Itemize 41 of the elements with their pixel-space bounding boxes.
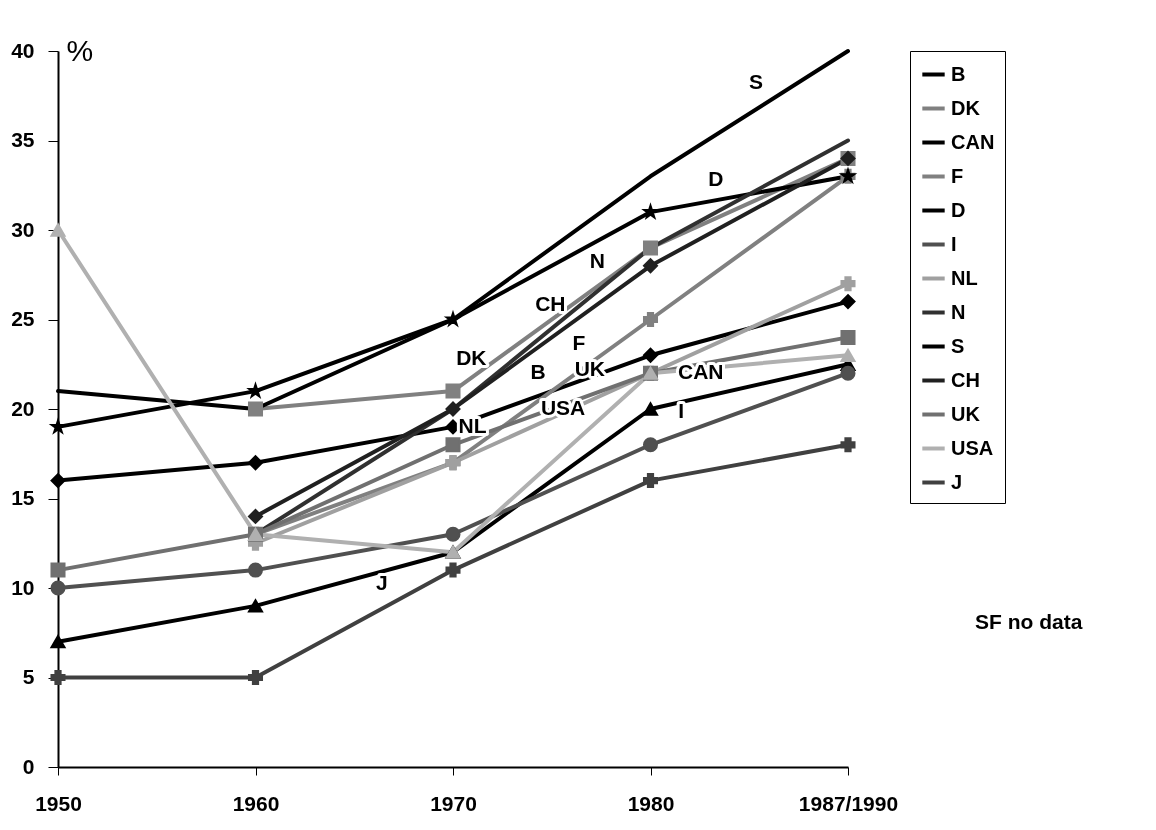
legend-label: DK [951, 96, 981, 119]
y-axis-title: % [66, 33, 94, 67]
x-tick-label: 1980 [627, 791, 675, 815]
y-tick-label: 30 [11, 217, 35, 241]
annotation: USA [540, 395, 586, 419]
legend-label: F [951, 164, 964, 187]
legend-label: S [951, 334, 965, 357]
y-tick-label: 25 [11, 307, 35, 330]
legend-label: D [951, 198, 966, 221]
y-tick-label: 15 [11, 486, 35, 509]
legend-label: UK [951, 402, 981, 425]
legend-label: NL [951, 266, 978, 289]
annotation: B [530, 360, 546, 384]
annotation: J [376, 571, 388, 595]
legend-label: I [951, 232, 957, 255]
annotation: I [678, 399, 684, 423]
legend-label: N [951, 300, 966, 323]
x-tick-label: 1970 [430, 791, 477, 815]
annotation: F [572, 331, 586, 355]
legend-label: J [951, 470, 963, 493]
x-tick-label: 1950 [35, 791, 82, 815]
annotation: CH [535, 292, 566, 316]
legend-label: B [951, 62, 966, 85]
text: SF no data [975, 610, 1083, 634]
x-tick-label: 1960 [232, 791, 280, 815]
y-tick-label: 10 [11, 575, 35, 599]
annotation: UK [574, 356, 605, 380]
legend-label: CAN [951, 130, 995, 153]
legend-label: USA [951, 436, 994, 459]
annotation: CAN [678, 360, 724, 384]
y-tick-label: 20 [11, 396, 35, 420]
annotation: D [708, 166, 724, 190]
annotation: DK [456, 345, 487, 369]
y-tick-label: 0 [22, 754, 35, 778]
legend-label: CH [951, 368, 980, 391]
x-tick-label: 1987/1990 [798, 791, 899, 815]
y-tick-label: 35 [11, 128, 35, 151]
y-tick-label: 40 [11, 38, 35, 62]
annotation: S [748, 70, 763, 94]
y-tick-label: 5 [22, 665, 35, 688]
annotation: N [589, 249, 605, 273]
